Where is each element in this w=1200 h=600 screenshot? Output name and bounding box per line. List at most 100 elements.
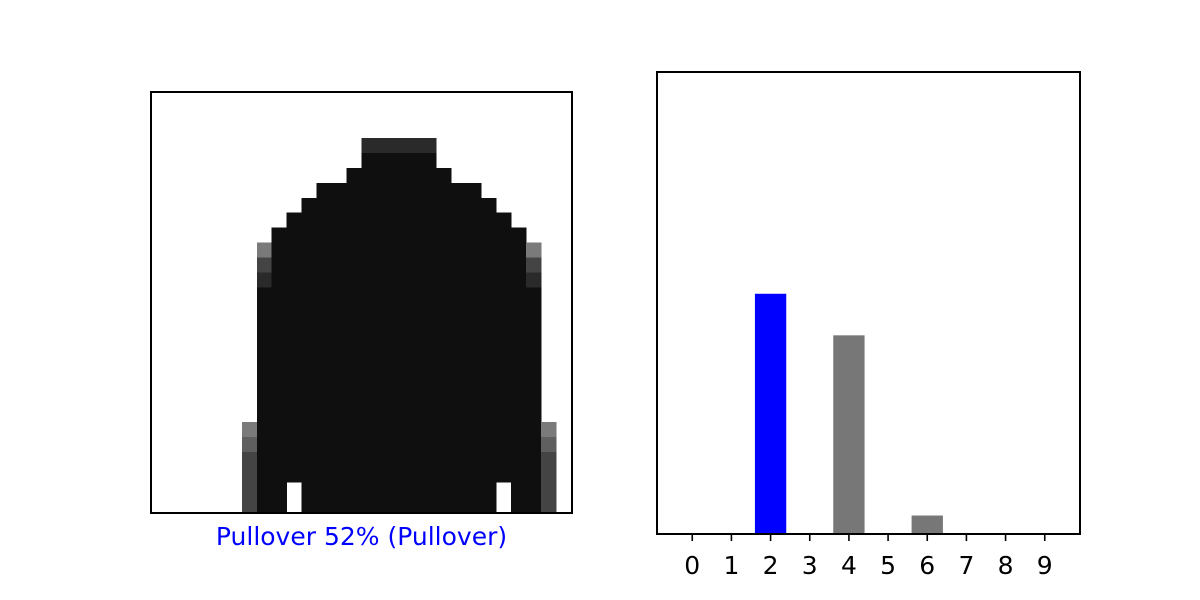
image-pixel [496,272,512,288]
image-pixel [301,197,317,214]
axes-frame [656,71,1081,535]
image-pixel [421,197,437,214]
image-pixel [406,377,422,393]
image-pixel [331,497,347,512]
image-pixel [331,347,347,363]
image-pixel [256,377,273,393]
image-pixel [346,272,362,288]
image-pixel [526,422,542,438]
image-pixel [271,407,287,423]
image-pixel [421,242,437,258]
image-pixel [406,362,422,378]
image-pixel [286,362,302,378]
image-pixel [391,137,407,154]
image-pixel [436,182,452,199]
image-pixel [301,377,317,393]
image-pixel [361,467,377,483]
image-pixel [436,362,452,378]
image-pixel [316,452,332,468]
image-pixel [481,287,497,303]
image-pixel [391,302,407,318]
image-pixel [421,317,437,333]
image-pixel [436,407,452,423]
image-pixel [436,227,452,243]
image-pixel [376,452,392,468]
image-pixel [346,392,362,408]
image-pixel [346,197,362,214]
image-pixel [271,287,287,303]
image-pixel [421,377,437,393]
image-pixel [481,437,497,453]
image-pixel [301,212,317,228]
image-pixel [481,332,497,348]
image-pixel [511,422,527,438]
image-pixel [451,392,467,408]
image-pixel [406,227,422,243]
image-pixel [271,422,287,438]
image-pixel [256,392,273,408]
image-pixel [361,182,377,199]
image-pixel [346,167,362,184]
x-tick-label: 9 [1037,551,1053,580]
image-pixel [286,392,302,408]
image-pixel [541,482,557,498]
image-pixel [316,497,332,512]
image-pixel [421,167,437,184]
image-pixel [466,407,482,423]
image-pixel [466,392,482,408]
image-pixel [466,257,482,273]
image-pixel [451,422,467,438]
image-pixel [256,347,273,363]
x-tick-label: 6 [919,551,935,580]
image-pixel [361,422,377,438]
image-pixel [346,452,362,468]
image-pixel [391,332,407,348]
image-pixel [301,317,317,333]
image-pixel [286,452,302,468]
image-pixel [346,257,362,273]
image-pixel [316,242,332,258]
image-pixel [346,362,362,378]
image-pixel [391,347,407,363]
image-pixel [376,362,392,378]
image-pixel [406,212,422,228]
image-pixel [346,467,362,483]
image-pixel [391,212,407,228]
image-pixel [421,362,437,378]
image-pixel [331,317,347,333]
image-pixel [361,392,377,408]
image-pixel [406,467,422,483]
image-pixel [451,272,467,288]
image-pixel [316,347,332,363]
image-pixel [391,377,407,393]
image-pixel [346,407,362,423]
x-tick-label: 5 [880,551,896,580]
image-pixel [436,257,452,273]
image-pixel [436,482,452,498]
image-pixel [316,407,332,423]
image-pixel [301,437,317,453]
image-pixel [391,272,407,288]
image-pixel [376,137,392,154]
image-pixel [421,287,437,303]
image-pixel [541,437,557,453]
image-pixel [361,137,377,154]
image-pixel [406,137,422,154]
x-tick-label: 1 [723,551,739,580]
image-pixel [526,362,542,378]
image-pixel [526,242,542,258]
image-pixel [301,482,317,498]
image-pixel [346,317,362,333]
image-pixel [376,227,392,243]
image-pixel [421,257,437,273]
image-pixel [496,302,512,318]
image-pixel [466,437,482,453]
image-pixel [391,422,407,438]
image-pixel [286,467,302,483]
image-pixel [346,377,362,393]
image-pixel [526,302,542,318]
image-pixel [436,287,452,303]
image-pixel [331,302,347,318]
image-pixel [256,332,273,348]
